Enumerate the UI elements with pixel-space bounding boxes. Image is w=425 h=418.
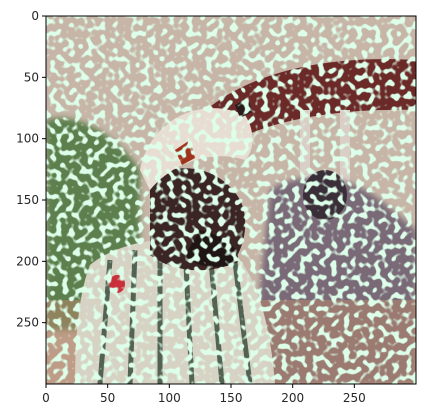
speckle-overlay: [46, 16, 416, 384]
photo: [46, 16, 416, 384]
y-axis: 0 50 100 150 200 250: [16, 9, 46, 330]
x-tick-label: 200: [281, 391, 304, 405]
x-tick-label: 0: [42, 391, 50, 405]
y-tick-label: 150: [16, 193, 39, 207]
x-tick-label: 50: [100, 391, 115, 405]
x-tick-label: 100: [158, 391, 181, 405]
x-axis: 0 50 100 150 200 250: [42, 384, 366, 405]
y-tick-label: 0: [31, 9, 39, 23]
y-tick-label: 100: [16, 132, 39, 146]
x-tick-label: 150: [220, 391, 243, 405]
y-tick-label: 250: [16, 316, 39, 330]
y-tick-label: 50: [24, 70, 39, 84]
x-tick-label: 250: [343, 391, 366, 405]
y-tick-label: 200: [16, 254, 39, 268]
